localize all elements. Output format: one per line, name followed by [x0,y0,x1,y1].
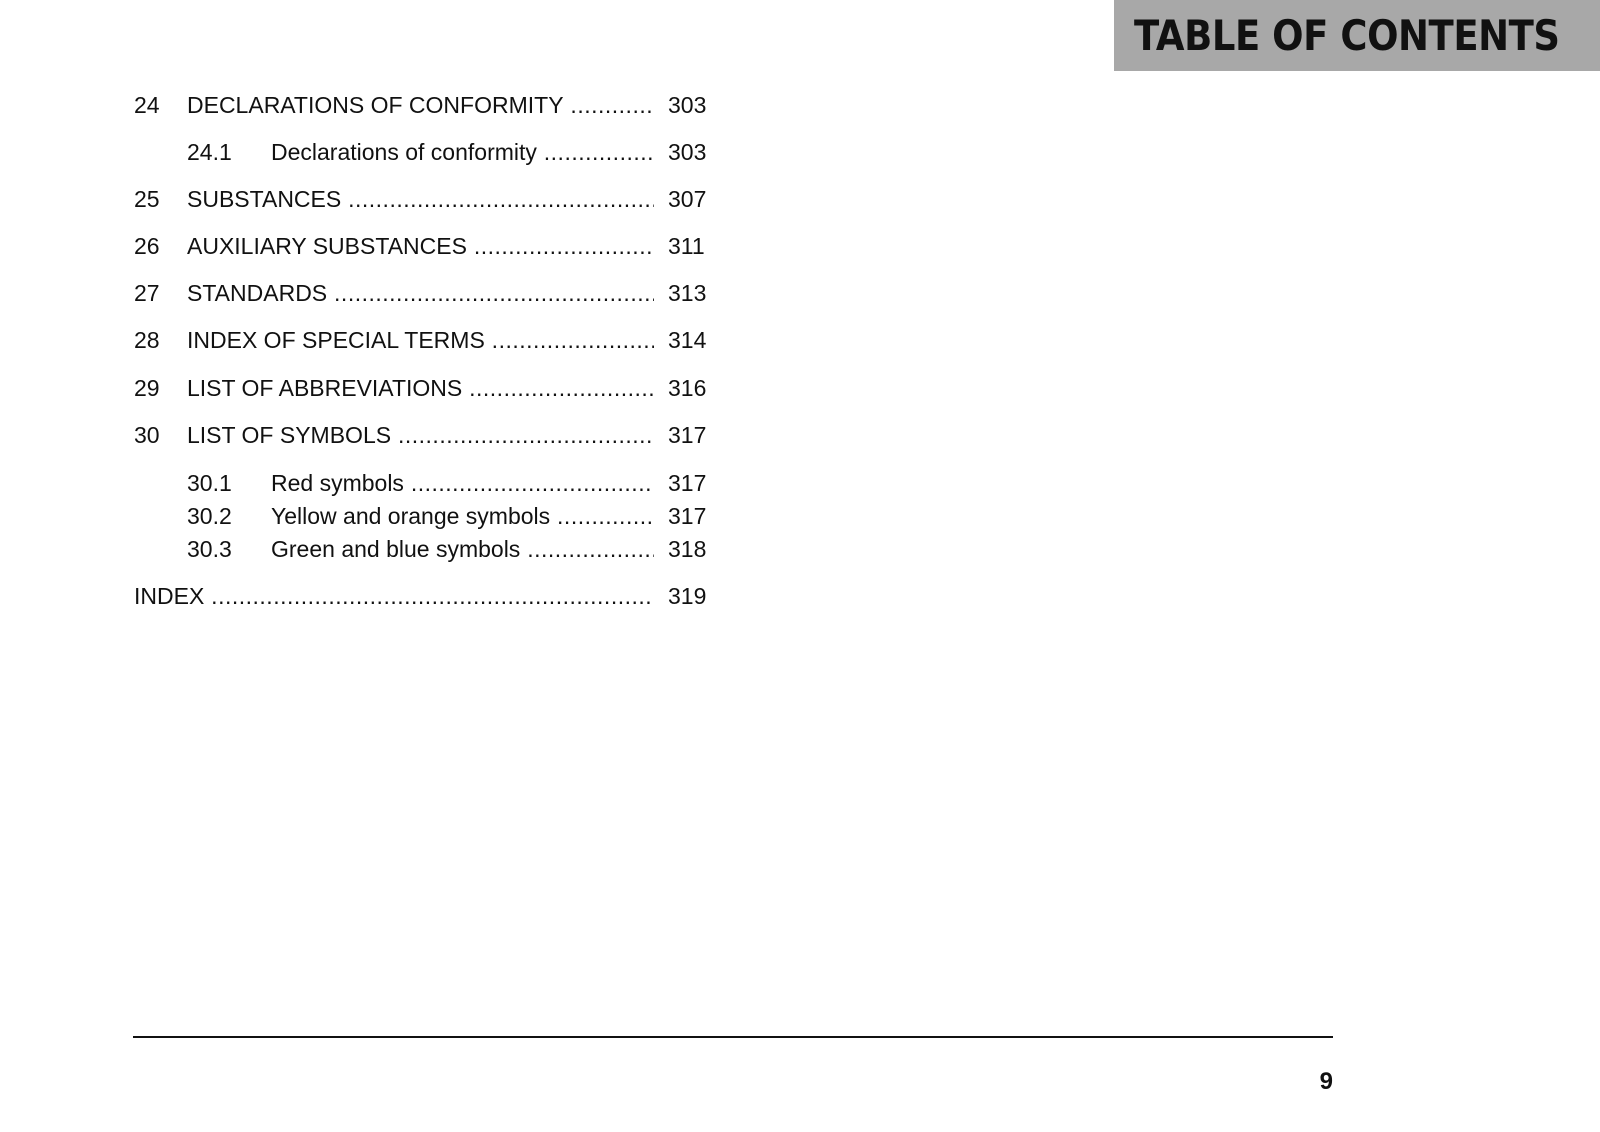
toc-entry-title: LIST OF ABBREVIATIONS [187,375,463,401]
toc-entry-title: LIST OF SYMBOLS [187,422,392,448]
toc-entry-title: Declarations of conformity [271,139,537,165]
toc-entry-page: 303 [668,92,707,118]
dot-leader: ........................................… [570,92,654,118]
toc-entry-title: SUBSTANCES [187,186,342,212]
toc-entry-title-with-leader: Yellow and orange symbols ..............… [271,499,654,533]
dot-leader: ........................................… [211,583,654,609]
toc-entry-title: Green and blue symbols [271,536,521,562]
toc-entry-title-with-leader: AUXILIARY SUBSTANCES ...................… [187,229,654,263]
toc-entry[interactable]: 29 LIST OF ABBREVIATIONS ................… [0,371,720,405]
toc-entry-number: 30.3 [187,536,232,562]
toc-entry-title-with-leader: Green and blue symbols .................… [271,532,654,566]
toc-entry-number: 25 [134,186,160,212]
toc-entry-page: 318 [668,536,707,562]
dot-leader: ........................................… [557,503,654,529]
toc-entry-title-with-leader: INDEX ..................................… [134,579,654,613]
toc-entry-number: 30.2 [187,503,232,529]
toc-entry-page: 317 [668,503,707,529]
toc-entry[interactable]: 26 AUXILIARY SUBSTANCES .................… [0,229,720,263]
toc-entry-page: 319 [668,583,707,609]
toc-entry-title: Yellow and orange symbols [271,503,551,529]
toc-entry-number: 27 [134,280,160,306]
dot-leader: ........................................… [473,233,654,259]
toc-entry-number: 28 [134,327,160,353]
toc-entry[interactable]: 24 DECLARATIONS OF CONFORMITY ...........… [0,88,720,122]
toc-entry-page: 303 [668,139,707,165]
footer-divider [133,1036,1333,1038]
toc-entry-title: STANDARDS [187,280,328,306]
toc-entry-number: 30 [134,422,160,448]
dot-leader: ........................................… [348,186,654,212]
toc-entry[interactable]: 27 STANDARDS ............................… [0,276,720,310]
toc-entry-page: 316 [668,375,707,401]
toc-entry-page: 314 [668,327,707,353]
dot-leader: ........................................… [334,280,654,306]
toc-entry-title-with-leader: LIST OF ABBREVIATIONS ..................… [187,371,654,405]
dot-leader: ........................................… [469,375,654,401]
page-number: 9 [1319,1068,1333,1095]
toc-entry-title-with-leader: INDEX OF SPECIAL TERMS .................… [187,323,654,357]
dot-leader: ........................................… [527,536,654,562]
toc-entry-title: DECLARATIONS OF CONFORMITY [187,92,564,118]
toc-entry-number: 24.1 [187,139,232,165]
toc-entry-page: 307 [668,186,707,212]
section-header-tab: TABLE OF CONTENTS [1114,0,1600,71]
dot-leader: ........................................… [543,139,654,165]
toc-entry-title: INDEX [134,583,205,609]
toc-entry[interactable]: 30.3 Green and blue symbols .............… [0,532,720,566]
toc-entry-number: 26 [134,233,160,259]
toc-entry[interactable]: 25 SUBSTANCES ...........................… [0,182,720,216]
dot-leader: ........................................… [397,422,654,448]
toc-entry-title-with-leader: DECLARATIONS OF CONFORMITY .............… [187,88,654,122]
toc-entry-title: Red symbols [271,470,404,496]
page-title: TABLE OF CONTENTS [1134,11,1560,60]
toc-entry[interactable]: 28 INDEX OF SPECIAL TERMS ...............… [0,323,720,357]
toc-entry-title: INDEX OF SPECIAL TERMS [187,327,485,353]
toc-entry-title-with-leader: Red symbols ............................… [271,466,654,500]
toc-entry-title: AUXILIARY SUBSTANCES [187,233,467,259]
toc-entry-page: 313 [668,280,707,306]
toc-entry-number: 30.1 [187,470,232,496]
toc-entry-number: 29 [134,375,160,401]
toc-entry[interactable]: 30.1 Red symbols ........................… [0,466,720,500]
toc-entry[interactable]: INDEX ..................................… [0,579,720,613]
toc-entry-title-with-leader: SUBSTANCES .............................… [187,182,654,216]
toc-entry-page: 317 [668,422,707,448]
toc-entry-number: 24 [134,92,160,118]
toc-entry[interactable]: 30.2 Yellow and orange symbols ..........… [0,499,720,533]
toc-entry-page: 311 [668,233,705,259]
toc-entry-title-with-leader: LIST OF SYMBOLS ........................… [187,418,654,452]
toc-entry-title-with-leader: STANDARDS ..............................… [187,276,654,310]
dot-leader: ........................................… [491,327,654,353]
toc-entry-page: 317 [668,470,707,496]
dot-leader: ........................................… [410,470,654,496]
toc-entry[interactable]: 24.1 Declarations of conformity .........… [0,135,720,169]
toc-entry[interactable]: 30 LIST OF SYMBOLS ......................… [0,418,720,452]
toc-entry-title-with-leader: Declarations of conformity .............… [271,135,654,169]
